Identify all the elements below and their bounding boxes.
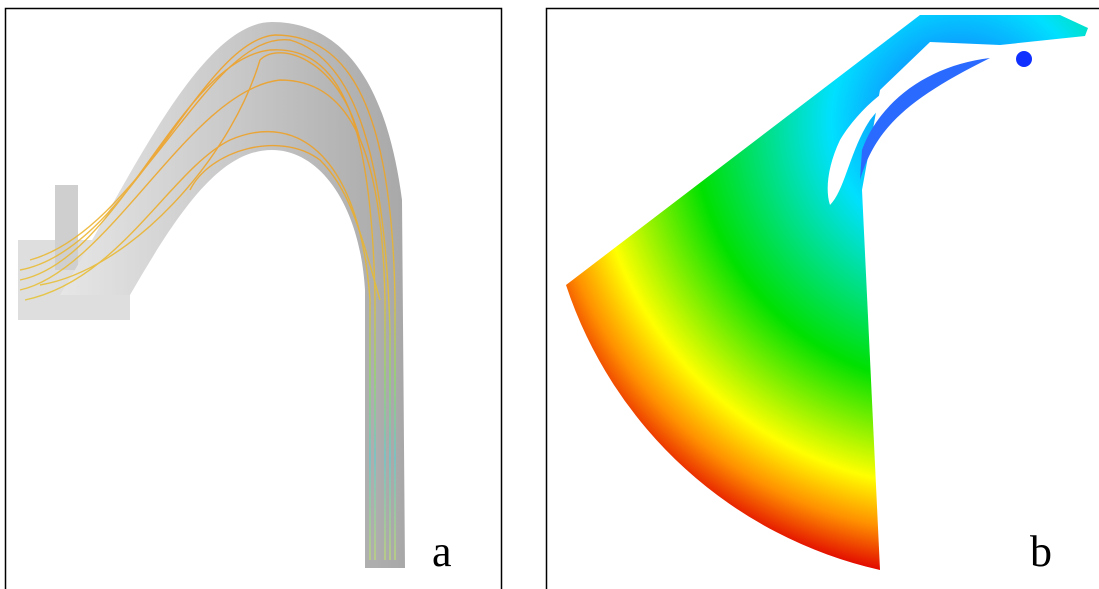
- page: a b (() => { const data = JSON.parse(doc…: [0, 0, 1099, 589]
- probe-point: [1016, 51, 1032, 67]
- panel-b: b: [547, 9, 1099, 589]
- figure: a b: [0, 0, 1099, 589]
- panel-label: a: [432, 527, 452, 576]
- panel-label: b: [1030, 527, 1052, 576]
- panel-a: a: [6, 9, 502, 589]
